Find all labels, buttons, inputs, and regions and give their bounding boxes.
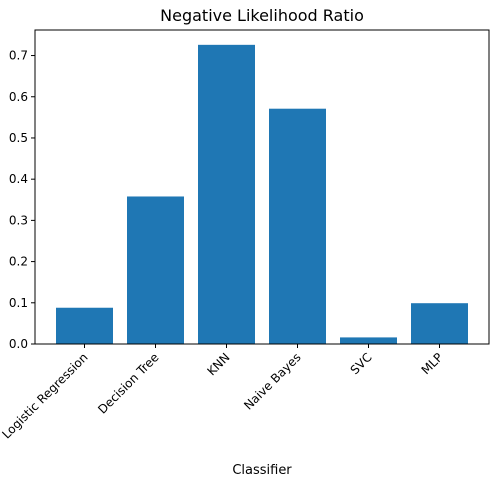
x-tick-label: Logistic Regression — [0, 350, 91, 441]
y-tick-label: 0.5 — [9, 131, 28, 145]
x-tick-label: SVC — [348, 350, 375, 377]
y-tick-label: 0.4 — [9, 172, 28, 186]
bar-naive-bayes — [269, 108, 326, 344]
x-tick-label: Decision Tree — [95, 350, 161, 416]
y-tick-label: 0.3 — [9, 213, 28, 227]
bar-knn — [198, 44, 255, 344]
plot-frame — [34, 29, 490, 345]
y-tick-label: 0.2 — [9, 255, 28, 269]
chart-title: Negative Likelihood Ratio — [160, 6, 364, 25]
y-tick-label: 0.6 — [9, 90, 28, 104]
bar-svc — [340, 337, 397, 344]
x-axis-label: Classifier — [232, 463, 292, 478]
y-tick-label: 0.0 — [9, 337, 28, 351]
bar-logistic-regression — [56, 307, 113, 344]
y-tick-label: 0.7 — [9, 49, 28, 63]
x-tick-label: KNN — [204, 350, 232, 378]
bar-mlp — [411, 303, 468, 344]
y-axis: 0.0 0.1 0.2 0.3 0.4 0.5 0.6 0.7 — [9, 49, 35, 351]
x-tick-label: MLP — [419, 350, 446, 377]
y-tick-label: 0.1 — [9, 296, 28, 310]
x-tick-label: Naive Bayes — [241, 350, 303, 412]
bar-decision-tree — [127, 196, 184, 344]
x-axis: Logistic Regression Decision Tree KNN Naive… — [0, 344, 446, 442]
bars-group — [56, 44, 468, 344]
